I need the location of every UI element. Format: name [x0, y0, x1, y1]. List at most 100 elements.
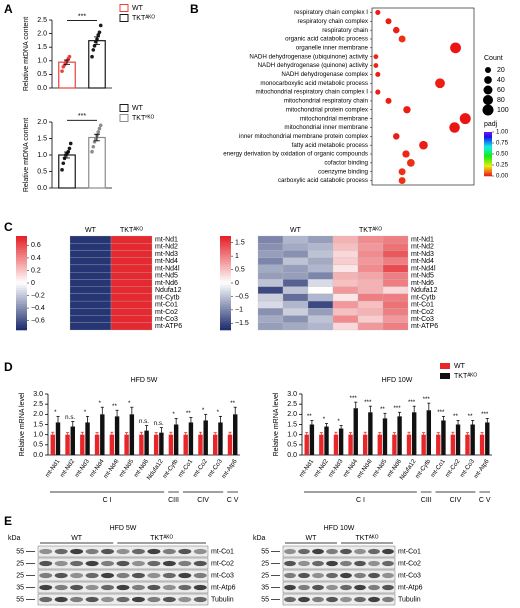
colorbar-step	[16, 327, 27, 331]
panel-letter: B	[190, 2, 199, 16]
bar	[338, 428, 344, 455]
legend-label: WT	[132, 5, 144, 12]
heatmap-cell	[332, 308, 359, 316]
column-group-label: WT	[290, 227, 302, 234]
bar	[218, 422, 223, 455]
y-tick-label: 2.5	[37, 17, 47, 24]
colorbar-step	[484, 161, 492, 164]
blot-band	[340, 596, 352, 603]
blot-band	[85, 560, 99, 567]
significance-label: **	[468, 413, 473, 420]
significance-label: *	[128, 400, 131, 407]
significance-label: **	[186, 410, 191, 417]
blot-strip	[282, 569, 396, 582]
row-label: mt-Nd4l	[155, 265, 180, 272]
bar	[450, 434, 456, 455]
blot-band	[116, 548, 130, 555]
bar	[406, 434, 412, 455]
colorbar-step	[16, 264, 27, 267]
heatmap-cell	[110, 300, 153, 309]
dot	[459, 113, 471, 125]
colorbar-label: −0.6	[31, 317, 45, 324]
plot-frame	[371, 7, 475, 186]
row-label: Ndufa12	[411, 287, 438, 294]
heatmap-cell	[282, 257, 309, 266]
colorbar-step	[220, 294, 231, 298]
bar	[213, 434, 218, 455]
protein-label: mt-Atp6	[211, 584, 236, 591]
blot-band	[101, 548, 115, 555]
blot-band	[298, 596, 310, 603]
heatmap-cell	[307, 293, 334, 302]
term-label: NADH dehydrogenase complex	[281, 71, 369, 78]
blot-band	[298, 584, 310, 591]
bar	[304, 434, 309, 455]
y-axis-label: Relative mRNA level	[19, 392, 26, 456]
term-label: organelle inner membrane	[296, 44, 369, 51]
blot-band	[193, 596, 207, 603]
colorbar-step	[220, 304, 231, 307]
colorbar-step	[484, 173, 492, 175]
heatmap-cell	[382, 308, 409, 316]
heatmap-cell	[69, 235, 112, 244]
bar	[319, 434, 324, 455]
colorbar-label: −0.4	[31, 305, 45, 312]
heatmap-cell	[382, 322, 409, 331]
heatmap-cell	[382, 272, 409, 280]
dot	[375, 89, 381, 95]
colorbar-step	[484, 139, 492, 142]
colorbar-step	[220, 290, 231, 293]
y-axis-label: Relative mtDNA content	[23, 17, 30, 91]
marker-label: 55	[16, 596, 24, 603]
heatmap-cell	[332, 300, 359, 309]
colorbar-label: −0.2	[31, 292, 45, 299]
legend-swatch	[119, 14, 129, 22]
colorbar-step	[220, 313, 231, 317]
heatmap-cell	[307, 272, 334, 280]
blot-band	[101, 572, 115, 579]
significance-label: n.s.	[154, 420, 164, 427]
column-group-label: TKTᴬᴷᴼ	[120, 226, 143, 234]
blot-band	[101, 584, 115, 591]
bar	[368, 412, 373, 455]
row-label: mt-ATP6	[411, 323, 438, 330]
heatmap-cell	[382, 293, 409, 302]
x-tick-label: mt-Cytb	[161, 458, 179, 480]
dot	[393, 26, 400, 34]
blot-band	[284, 596, 296, 603]
bar	[198, 434, 203, 455]
heatmap-cell	[382, 250, 409, 258]
legend-dot	[483, 85, 493, 95]
term-label: cofactor binding	[324, 160, 368, 167]
colorbar-label: 0	[235, 280, 239, 287]
colorbar-step	[16, 238, 27, 241]
blot-band	[284, 572, 296, 579]
y-tick-label: 2.5	[287, 401, 297, 408]
significance-label: n.s.	[65, 414, 75, 421]
blot-band	[54, 560, 68, 567]
chart-title: HFD 10W	[382, 377, 413, 384]
blot-band	[312, 560, 324, 567]
colorbar-step	[484, 146, 492, 149]
colorbar-step	[220, 261, 231, 265]
lane-group-label: WT	[71, 535, 83, 542]
blot-band	[193, 548, 207, 555]
marker-label: 25	[261, 572, 269, 579]
colorbar-step	[16, 292, 27, 296]
heatmap-cell	[357, 279, 384, 287]
colorbar-step	[220, 266, 231, 270]
heatmap-cell	[307, 322, 334, 331]
y-axis-label: Relative mtDNA content	[23, 118, 30, 192]
colorbar-step	[220, 250, 231, 253]
blot-band	[312, 584, 324, 591]
colorbar-step	[220, 247, 231, 251]
blot-band	[39, 572, 53, 579]
heatmap-cell	[69, 264, 112, 273]
blot-band	[162, 584, 176, 591]
colorbar-step	[16, 299, 27, 303]
heatmap-cell	[282, 279, 309, 287]
term-label: NADH dehydrogenase (ubiquinone) activity	[249, 53, 369, 60]
group-label: CIII	[168, 497, 179, 504]
blot-band	[178, 572, 192, 579]
colorbar-step	[484, 152, 492, 155]
